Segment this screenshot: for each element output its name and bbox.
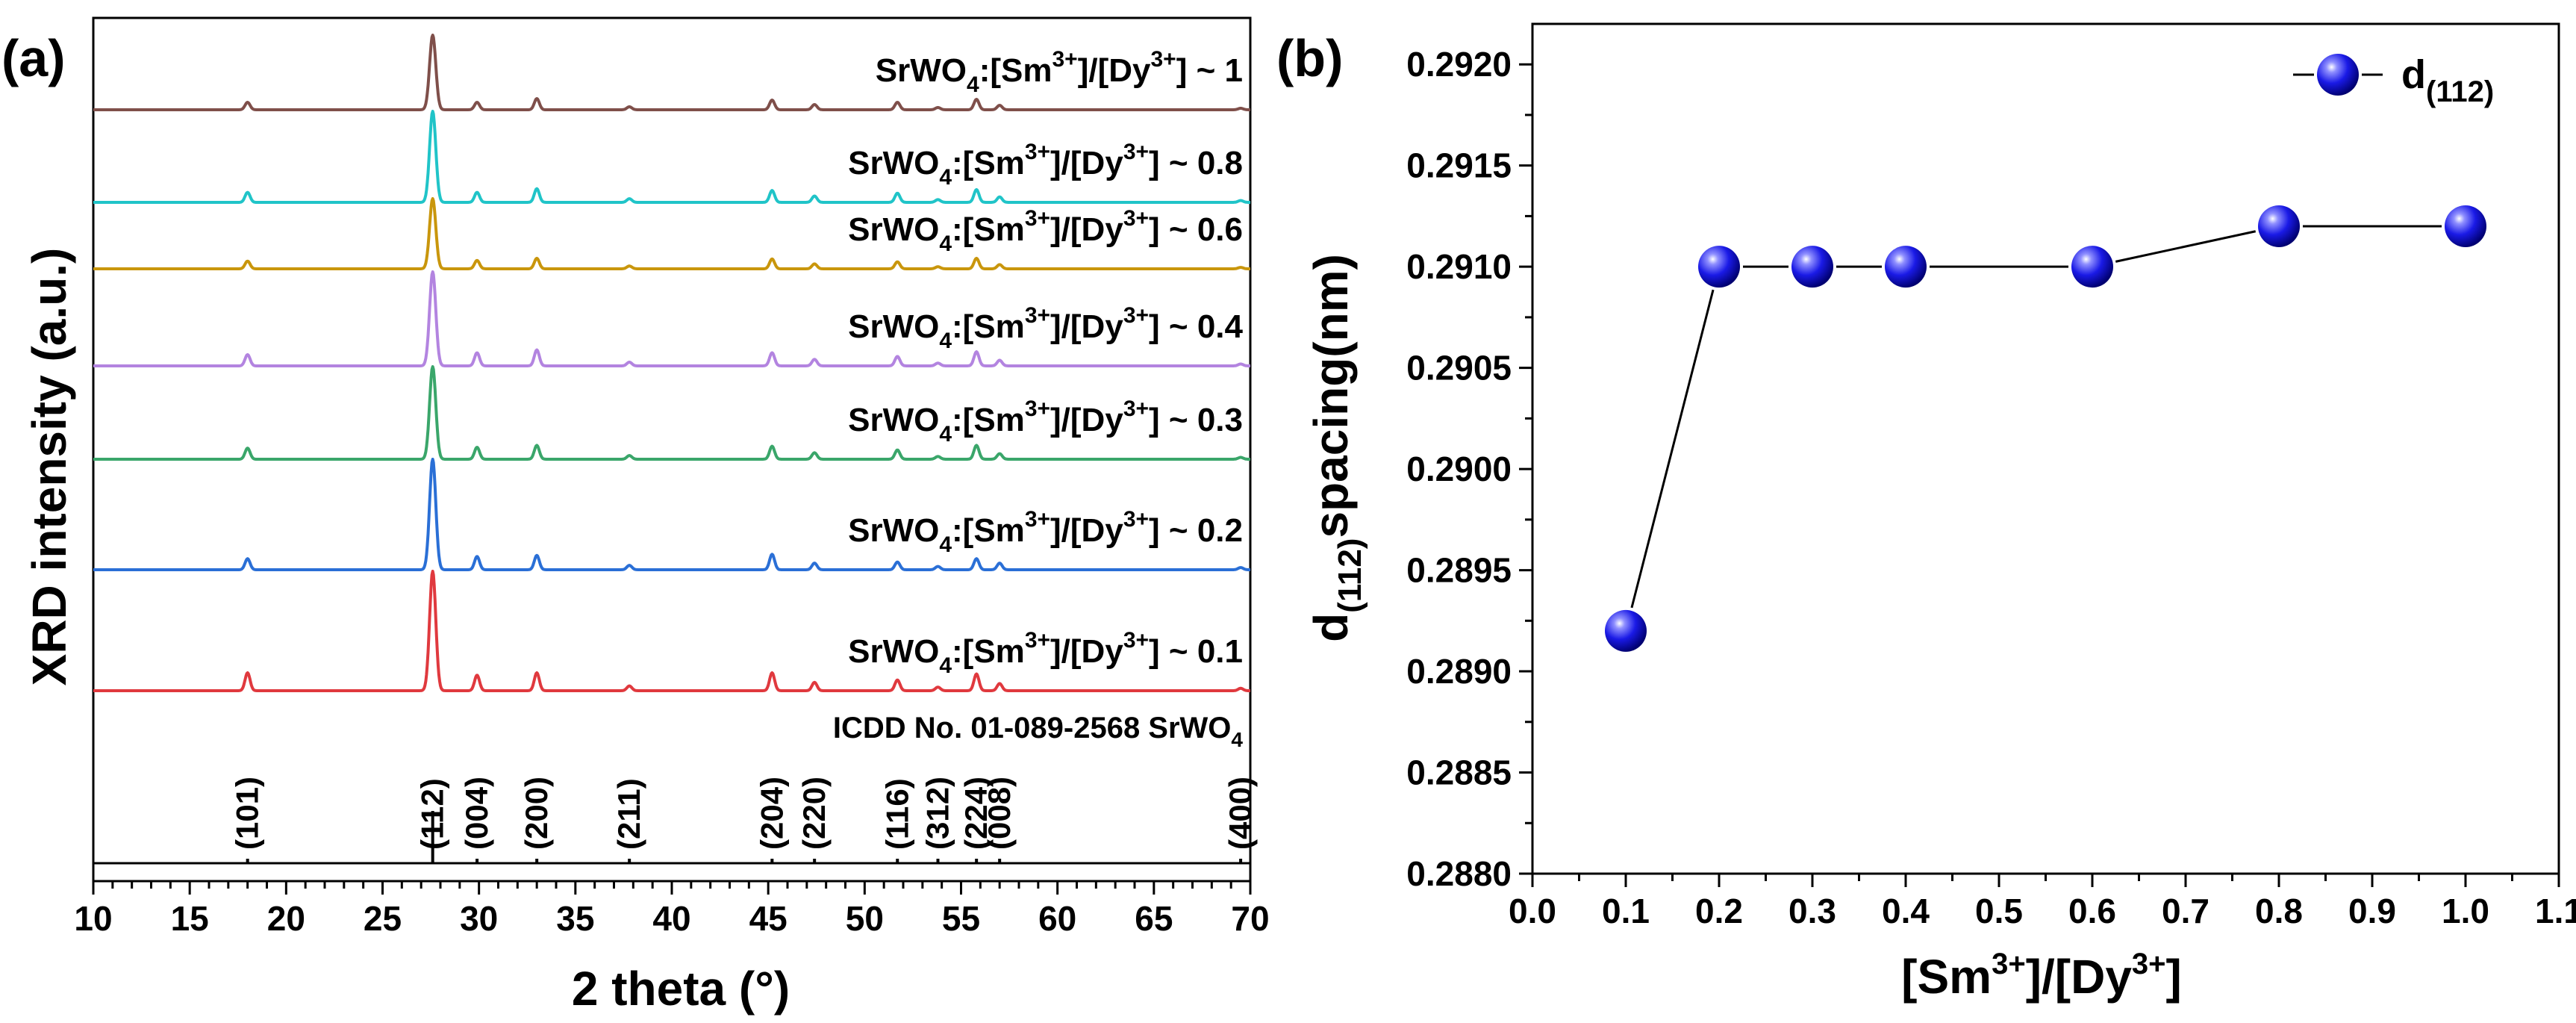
hkl-label: (224) (958, 777, 994, 850)
x-tick-label: 0.0 (1509, 892, 1556, 930)
x-tick-label: 0.9 (2348, 892, 2396, 930)
xrd-trace-1 (93, 34, 1251, 111)
x-tick-label: 1.0 (2442, 892, 2489, 930)
panel-a-reference-pattern: (101) (112) (004) (200) (211) (204) (220) (116)… (93, 712, 1258, 865)
y-tick-label: 0.2905 (1406, 349, 1512, 388)
x-tick-label: 40 (652, 899, 690, 938)
panel-a-x-axis-title: 2 theta (°) (572, 962, 790, 1016)
legend-marker (2317, 54, 2359, 96)
x-tick-label: 25 (364, 899, 402, 938)
trace-label: SrWO4:[Sm3+]/[Dy3+] ~ 0.4 (848, 303, 1243, 353)
trace-label: SrWO4:[Sm3+]/[Dy3+] ~ 0.3 (848, 397, 1243, 447)
data-point (1698, 246, 1740, 288)
panel-b-axes: 0.0 0.1 0.2 0.3 0.4 0.5 0.6 0.7 0.8 0.9 1.0 1.1 0.28… (1406, 45, 2576, 930)
x-tick-label: 0.8 (2255, 892, 2303, 930)
panel-a-y-axis-title: XRD intensity (a.u.) (22, 248, 76, 686)
xrd-trace-0.2 (93, 458, 1251, 571)
x-tick-label: 50 (846, 899, 884, 938)
x-tick-label: 0.7 (2162, 892, 2209, 930)
x-tick-label: 65 (1135, 899, 1173, 938)
data-point (2258, 205, 2300, 247)
trace-label: SrWO4:[Sm3+]/[Dy3+] ~ 0.8 (848, 140, 1243, 190)
x-tick-label: 1.1 (2535, 892, 2576, 930)
panel-a-traces (93, 34, 1251, 692)
data-point (1885, 246, 1927, 288)
y-tick-label: 0.2910 (1406, 247, 1512, 286)
x-tick-label: 55 (942, 899, 980, 938)
x-tick-label: 70 (1231, 899, 1269, 938)
trace-label: SrWO4:[Sm3+]/[Dy3+] ~ 0.1 (848, 628, 1243, 678)
hkl-label: (008) (982, 777, 1017, 850)
y-tick-label: 0.2900 (1406, 450, 1512, 488)
x-tick-label: 15 (171, 899, 209, 938)
x-tick-label: 0.6 (2068, 892, 2116, 930)
hkl-label: (101) (230, 777, 265, 850)
xrd-trace-0.1 (93, 570, 1251, 692)
hkl-label: (204) (754, 777, 789, 850)
panel-a-xrd-patterns: (a) SrWO4:[Sm3+]/[Dy3+] ~ 1SrWO4:[Sm3+]/… (1, 16, 1270, 1016)
x-tick-label: 35 (556, 899, 594, 938)
hkl-label: (312) (920, 777, 955, 850)
xrd-trace-0.8 (93, 110, 1251, 204)
x-tick-label: 10 (74, 899, 112, 938)
series-line-segment (2115, 230, 2257, 263)
panel-b-x-axis-title: [Sm3+]/[Dy3+] (1901, 948, 2182, 1004)
panel-a-label: (a) (1, 29, 66, 87)
panel-b-y-axis-title: d(112)spacing(nm) (1304, 254, 1368, 642)
y-tick-label: 0.2890 (1406, 652, 1512, 691)
x-tick-label: 0.1 (1602, 892, 1650, 930)
y-tick-label: 0.2915 (1406, 146, 1512, 185)
trace-label: SrWO4:[Sm3+]/[Dy3+] ~ 0.6 (848, 206, 1243, 256)
x-tick-label: 45 (749, 899, 788, 938)
xrd-trace-0.6 (93, 197, 1251, 270)
panel-b-series (1605, 205, 2486, 652)
x-tick-label: 0.3 (1788, 892, 1836, 930)
hkl-label: (220) (796, 777, 832, 850)
data-point (1605, 609, 1647, 652)
data-point (1791, 246, 1833, 288)
trace-label: SrWO4:[Sm3+]/[Dy3+] ~ 1 (876, 47, 1243, 97)
hkl-label: (200) (519, 777, 554, 850)
data-point (2445, 205, 2486, 247)
panel-b-frame (1531, 22, 2560, 875)
y-tick-label: 0.2920 (1406, 45, 1512, 84)
xrd-trace-0.3 (93, 365, 1251, 461)
x-tick-label: 60 (1038, 899, 1076, 938)
panel-b-legend: d(112) (2293, 52, 2494, 108)
trace-label: SrWO4:[Sm3+]/[Dy3+] ~ 0.2 (848, 507, 1243, 557)
x-tick-label: 0.2 (1695, 892, 1743, 930)
x-tick-label: 0.4 (1882, 892, 1930, 930)
panel-a-x-axis: 10 15 20 25 30 35 40 45 50 55 60 65 70 (74, 881, 1270, 938)
x-tick-label: 0.5 (1975, 892, 2023, 930)
hkl-label: (211) (611, 778, 646, 850)
hkl-label: (112) (415, 778, 450, 850)
panel-b-d-spacing: (b) 0.0 0.1 0.2 0.3 0.4 0.5 0.6 0.7 0.8 0.9 1.0 1.1… (1276, 22, 2576, 1004)
y-tick-label: 0.2885 (1406, 753, 1512, 792)
series-line-segment (1630, 289, 1715, 609)
hkl-label: (004) (459, 777, 494, 850)
xrd-trace-0.4 (93, 270, 1251, 367)
y-tick-label: 0.2895 (1406, 551, 1512, 590)
x-tick-label: 20 (267, 899, 305, 938)
hkl-label: (400) (1223, 777, 1258, 850)
x-tick-label: 30 (460, 899, 498, 938)
reference-title: ICDD No. 01-089-2568 SrWO4 (833, 712, 1244, 751)
y-tick-label: 0.2880 (1406, 854, 1512, 893)
data-point (2071, 246, 2113, 288)
panel-a-trace-labels: SrWO4:[Sm3+]/[Dy3+] ~ 1 SrWO4:[Sm3+]/[Dy3… (848, 47, 1243, 678)
panel-b-label: (b) (1276, 29, 1343, 87)
legend-label: d(112) (2401, 52, 2494, 108)
hkl-label: (116) (879, 778, 914, 850)
